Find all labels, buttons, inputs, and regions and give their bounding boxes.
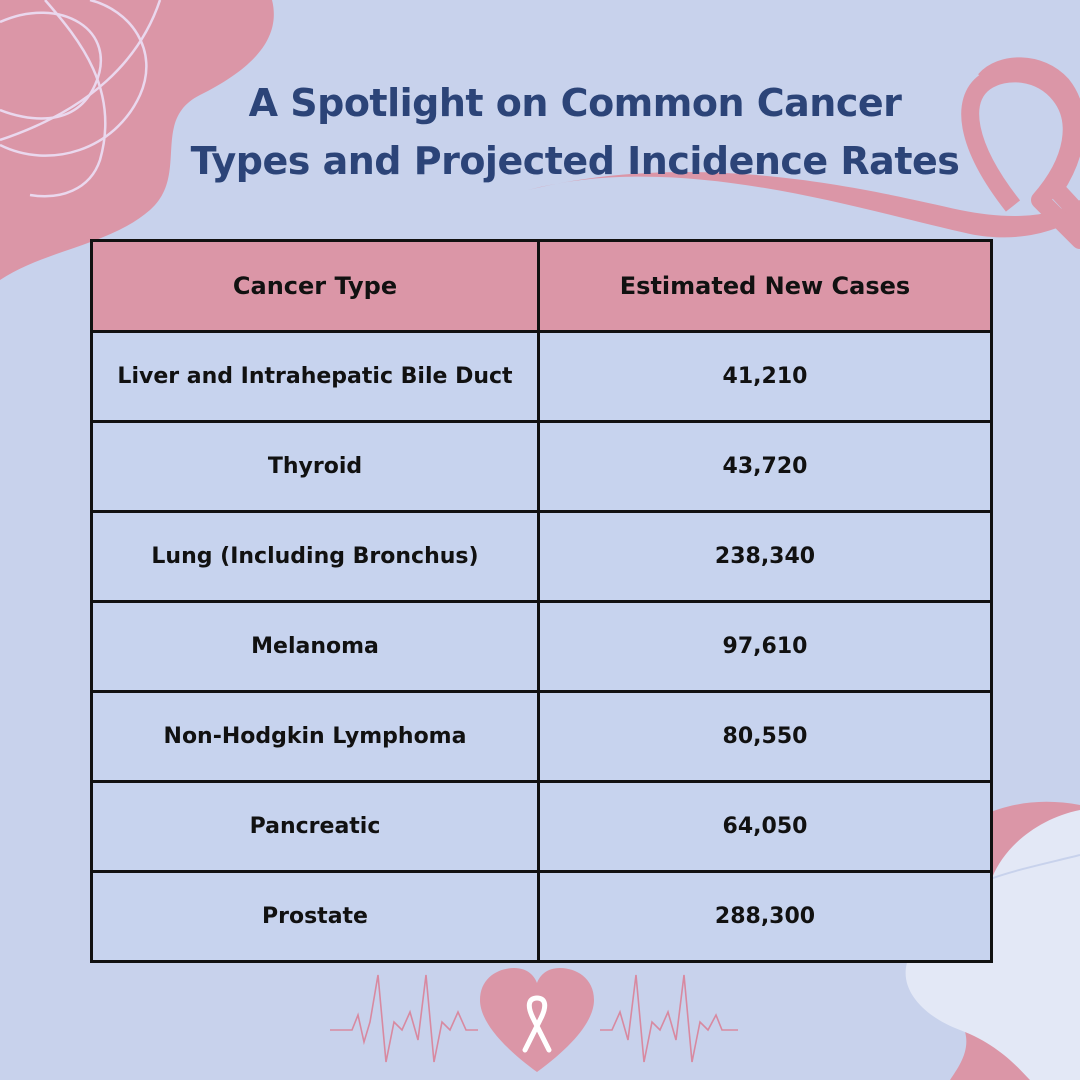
- cell-cancer-type: Lung (Including Bronchus): [90, 510, 540, 603]
- title-line-2: Types and Projected Incidence Rates: [190, 139, 960, 183]
- table-row: Non-Hodgkin Lymphoma 80,550: [90, 690, 993, 783]
- cell-estimated-cases: 97,610: [537, 600, 993, 693]
- table-row: Liver and Intrahepatic Bile Duct 41,210: [90, 330, 993, 423]
- table-row: Pancreatic 64,050: [90, 780, 993, 873]
- cell-estimated-cases: 80,550: [537, 690, 993, 783]
- table-row: Lung (Including Bronchus) 238,340: [90, 510, 993, 603]
- heartbeat-line-icon: [330, 974, 738, 1063]
- title-line-1: A Spotlight on Common Cancer: [248, 81, 902, 125]
- cell-estimated-cases: 238,340: [537, 510, 993, 603]
- cell-cancer-type: Melanoma: [90, 600, 540, 693]
- header-estimated-new-cases: Estimated New Cases: [537, 239, 993, 333]
- awareness-ribbon-icon: [528, 57, 1080, 249]
- page-title: A Spotlight on Common Cancer Types and P…: [0, 74, 1080, 190]
- top-left-blob: [0, 0, 274, 280]
- cell-cancer-type: Thyroid: [90, 420, 540, 513]
- header-cancer-type: Cancer Type: [90, 239, 540, 333]
- heart-ribbon-icon: [522, 995, 552, 1053]
- table-row: Prostate 288,300: [90, 870, 993, 963]
- cancer-cases-table: Cancer Type Estimated New Cases Liver an…: [90, 239, 993, 963]
- table-row: Melanoma 97,610: [90, 600, 993, 693]
- cell-cancer-type: Non-Hodgkin Lymphoma: [90, 690, 540, 783]
- cell-cancer-type: Pancreatic: [90, 780, 540, 873]
- cell-cancer-type: Liver and Intrahepatic Bile Duct: [90, 330, 540, 423]
- cell-cancer-type: Prostate: [90, 870, 540, 963]
- heart-icon: [480, 968, 594, 1072]
- table-header-row: Cancer Type Estimated New Cases: [90, 239, 993, 333]
- table-row: Thyroid 43,720: [90, 420, 993, 513]
- top-left-line-art: [0, 0, 162, 198]
- cell-estimated-cases: 43,720: [537, 420, 993, 513]
- cell-estimated-cases: 288,300: [537, 870, 993, 963]
- cell-estimated-cases: 41,210: [537, 330, 993, 423]
- cell-estimated-cases: 64,050: [537, 780, 993, 873]
